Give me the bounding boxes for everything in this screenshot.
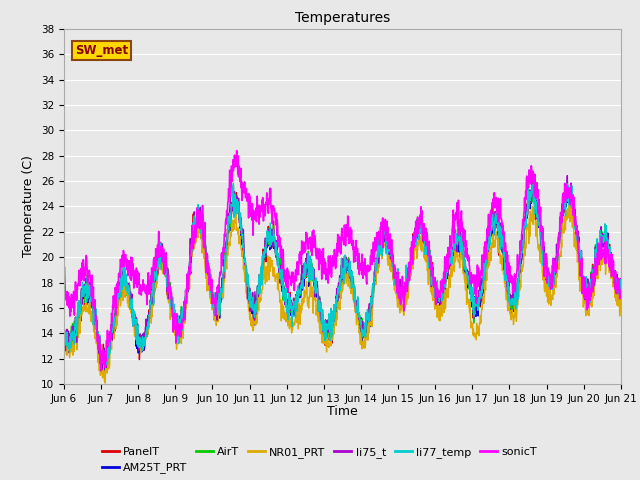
li75_t	[99, 366, 106, 372]
NR01_PRT	[104, 369, 111, 374]
li77_temp	[230, 180, 237, 186]
Line: PanelT: PanelT	[64, 186, 621, 371]
AM25T_PRT	[60, 320, 68, 326]
li77_temp	[104, 360, 111, 366]
li77_temp	[319, 309, 326, 315]
Line: li75_t: li75_t	[64, 176, 621, 369]
PanelT	[617, 291, 625, 297]
NR01_PRT	[101, 380, 109, 386]
Text: SW_met: SW_met	[75, 44, 128, 57]
NR01_PRT	[126, 302, 134, 308]
NR01_PRT	[297, 304, 305, 310]
AM25T_PRT	[308, 274, 316, 280]
li77_temp	[101, 362, 109, 368]
li75_t	[563, 173, 571, 179]
sonicT	[378, 221, 385, 227]
li77_temp	[297, 285, 305, 290]
AirT	[378, 240, 385, 246]
sonicT	[319, 248, 326, 254]
li75_t	[126, 305, 134, 311]
NR01_PRT	[318, 340, 326, 346]
PanelT	[104, 355, 111, 360]
li75_t	[378, 235, 385, 241]
AM25T_PRT	[318, 325, 326, 331]
AM25T_PRT	[297, 295, 305, 300]
PanelT	[126, 304, 134, 310]
li75_t	[318, 315, 326, 321]
AirT	[126, 295, 134, 300]
Line: AirT: AirT	[64, 181, 621, 372]
PanelT	[378, 232, 385, 238]
NR01_PRT	[308, 284, 316, 290]
NR01_PRT	[617, 308, 625, 314]
li77_temp	[126, 305, 134, 311]
AirT	[529, 179, 536, 184]
NR01_PRT	[378, 243, 385, 249]
Title: Temperatures: Temperatures	[295, 11, 390, 25]
PanelT	[318, 322, 326, 327]
X-axis label: Time: Time	[327, 405, 358, 418]
li75_t	[617, 289, 625, 295]
NR01_PRT	[60, 346, 68, 352]
AirT	[104, 363, 111, 369]
AirT	[617, 285, 625, 290]
Line: li77_temp: li77_temp	[64, 183, 621, 365]
NR01_PRT	[566, 201, 573, 207]
Legend: PanelT, AM25T_PRT, AirT, NR01_PRT, li75_t, li77_temp, sonicT: PanelT, AM25T_PRT, AirT, NR01_PRT, li75_…	[97, 443, 541, 478]
li75_t	[104, 355, 111, 360]
PanelT	[102, 368, 110, 373]
PanelT	[60, 324, 68, 329]
AirT	[99, 369, 106, 374]
li75_t	[60, 324, 68, 329]
sonicT	[104, 327, 111, 333]
AM25T_PRT	[126, 306, 134, 312]
AirT	[60, 319, 68, 325]
AirT	[308, 272, 316, 277]
li77_temp	[308, 276, 316, 282]
AM25T_PRT	[529, 182, 536, 188]
sonicT	[297, 252, 305, 257]
li77_temp	[617, 284, 625, 289]
sonicT	[60, 278, 68, 284]
PanelT	[563, 183, 571, 189]
AM25T_PRT	[100, 369, 108, 375]
sonicT	[308, 228, 316, 234]
AM25T_PRT	[617, 296, 625, 301]
Y-axis label: Temperature (C): Temperature (C)	[22, 156, 35, 257]
Line: sonicT: sonicT	[64, 151, 621, 371]
sonicT	[126, 268, 134, 274]
sonicT	[617, 289, 625, 295]
li75_t	[297, 286, 305, 292]
PanelT	[297, 288, 305, 294]
Line: AM25T_PRT: AM25T_PRT	[64, 185, 621, 372]
AirT	[318, 318, 326, 324]
Line: NR01_PRT: NR01_PRT	[64, 204, 621, 383]
sonicT	[233, 148, 241, 154]
li77_temp	[60, 324, 68, 330]
PanelT	[308, 274, 316, 280]
AM25T_PRT	[104, 355, 111, 361]
AirT	[297, 291, 305, 297]
li75_t	[308, 272, 316, 278]
AM25T_PRT	[378, 236, 385, 241]
sonicT	[97, 368, 104, 373]
li77_temp	[378, 241, 385, 247]
